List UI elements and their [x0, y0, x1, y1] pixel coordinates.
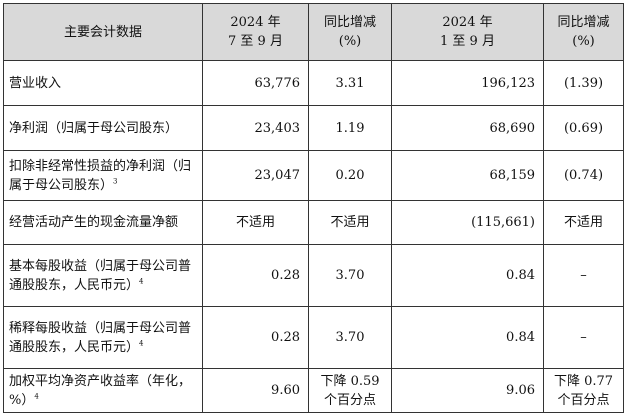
- ytd-yoy: –: [543, 306, 624, 369]
- quarter-yoy: 不适用: [308, 200, 392, 245]
- header-quarter-yoy: 同比增减 (%): [308, 3, 392, 61]
- ytd-value: 0.84: [391, 306, 544, 369]
- row-label: 经营活动产生的现金流量净额: [3, 200, 203, 245]
- quarter-yoy: 3.70: [308, 306, 392, 369]
- ytd-value: 196,123: [391, 60, 544, 106]
- header-item: 主要会计数据: [3, 3, 203, 61]
- quarter-yoy: 3.31: [308, 60, 392, 106]
- table-row: 稀释每股收益（归属于母公司普通股股东，人民币元）4 0.28 3.70 0.84…: [3, 306, 624, 369]
- quarter-value: 0.28: [202, 244, 309, 307]
- footnote-mark: 4: [34, 392, 39, 401]
- ytd-yoy: (0.69): [543, 105, 624, 151]
- quarter-yoy: 下降 0.59 个百分点: [308, 368, 392, 413]
- footnote-mark: 4: [139, 339, 144, 348]
- table-row: 净利润（归属于母公司股东） 23,403 1.19 68,690 (0.69): [3, 105, 624, 151]
- ytd-yoy: –: [543, 244, 624, 307]
- footnote-mark: 4: [139, 277, 144, 286]
- table-row: 扣除非经常性损益的净利润（归属于母公司股东）3 23,047 0.20 68,1…: [3, 150, 624, 201]
- quarter-value: 0.28: [202, 306, 309, 369]
- ytd-yoy: 下降 0.77 个百分点: [543, 368, 624, 413]
- quarter-value: 不适用: [202, 200, 309, 245]
- quarter-yoy: 0.20: [308, 150, 392, 201]
- quarter-value: 9.60: [202, 368, 309, 413]
- quarter-value: 23,047: [202, 150, 309, 201]
- ytd-yoy: (0.74): [543, 150, 624, 201]
- footnote-mark: 3: [113, 177, 118, 186]
- header-ytd-yoy: 同比增减 (%): [543, 3, 624, 61]
- quarter-yoy: 1.19: [308, 105, 392, 151]
- ytd-value: (115,661): [391, 200, 544, 245]
- row-label: 加权平均净资产收益率（年化，%）4: [3, 368, 203, 413]
- quarter-yoy: 3.70: [308, 244, 392, 307]
- row-label: 净利润（归属于母公司股东）: [3, 105, 203, 151]
- table-row: 基本每股收益（归属于母公司普通股股东，人民币元）4 0.28 3.70 0.84…: [3, 244, 624, 307]
- table-row: 营业收入 63,776 3.31 196,123 (1.39): [3, 60, 624, 106]
- ytd-yoy: 不适用: [543, 200, 624, 245]
- table-row: 经营活动产生的现金流量净额 不适用 不适用 (115,661) 不适用: [3, 200, 624, 245]
- ytd-value: 68,159: [391, 150, 544, 201]
- row-label: 营业收入: [3, 60, 203, 106]
- ytd-value: 0.84: [391, 244, 544, 307]
- quarter-value: 23,403: [202, 105, 309, 151]
- ytd-value: 9.06: [391, 368, 544, 413]
- ytd-value: 68,690: [391, 105, 544, 151]
- row-label: 扣除非经常性损益的净利润（归属于母公司股东）3: [3, 150, 203, 201]
- row-label: 稀释每股收益（归属于母公司普通股股东，人民币元）4: [3, 306, 203, 369]
- quarter-value: 63,776: [202, 60, 309, 106]
- ytd-yoy: (1.39): [543, 60, 624, 106]
- row-label: 基本每股收益（归属于母公司普通股股东，人民币元）4: [3, 244, 203, 307]
- table-row: 加权平均净资产收益率（年化，%）4 9.60 下降 0.59 个百分点 9.06…: [3, 368, 624, 413]
